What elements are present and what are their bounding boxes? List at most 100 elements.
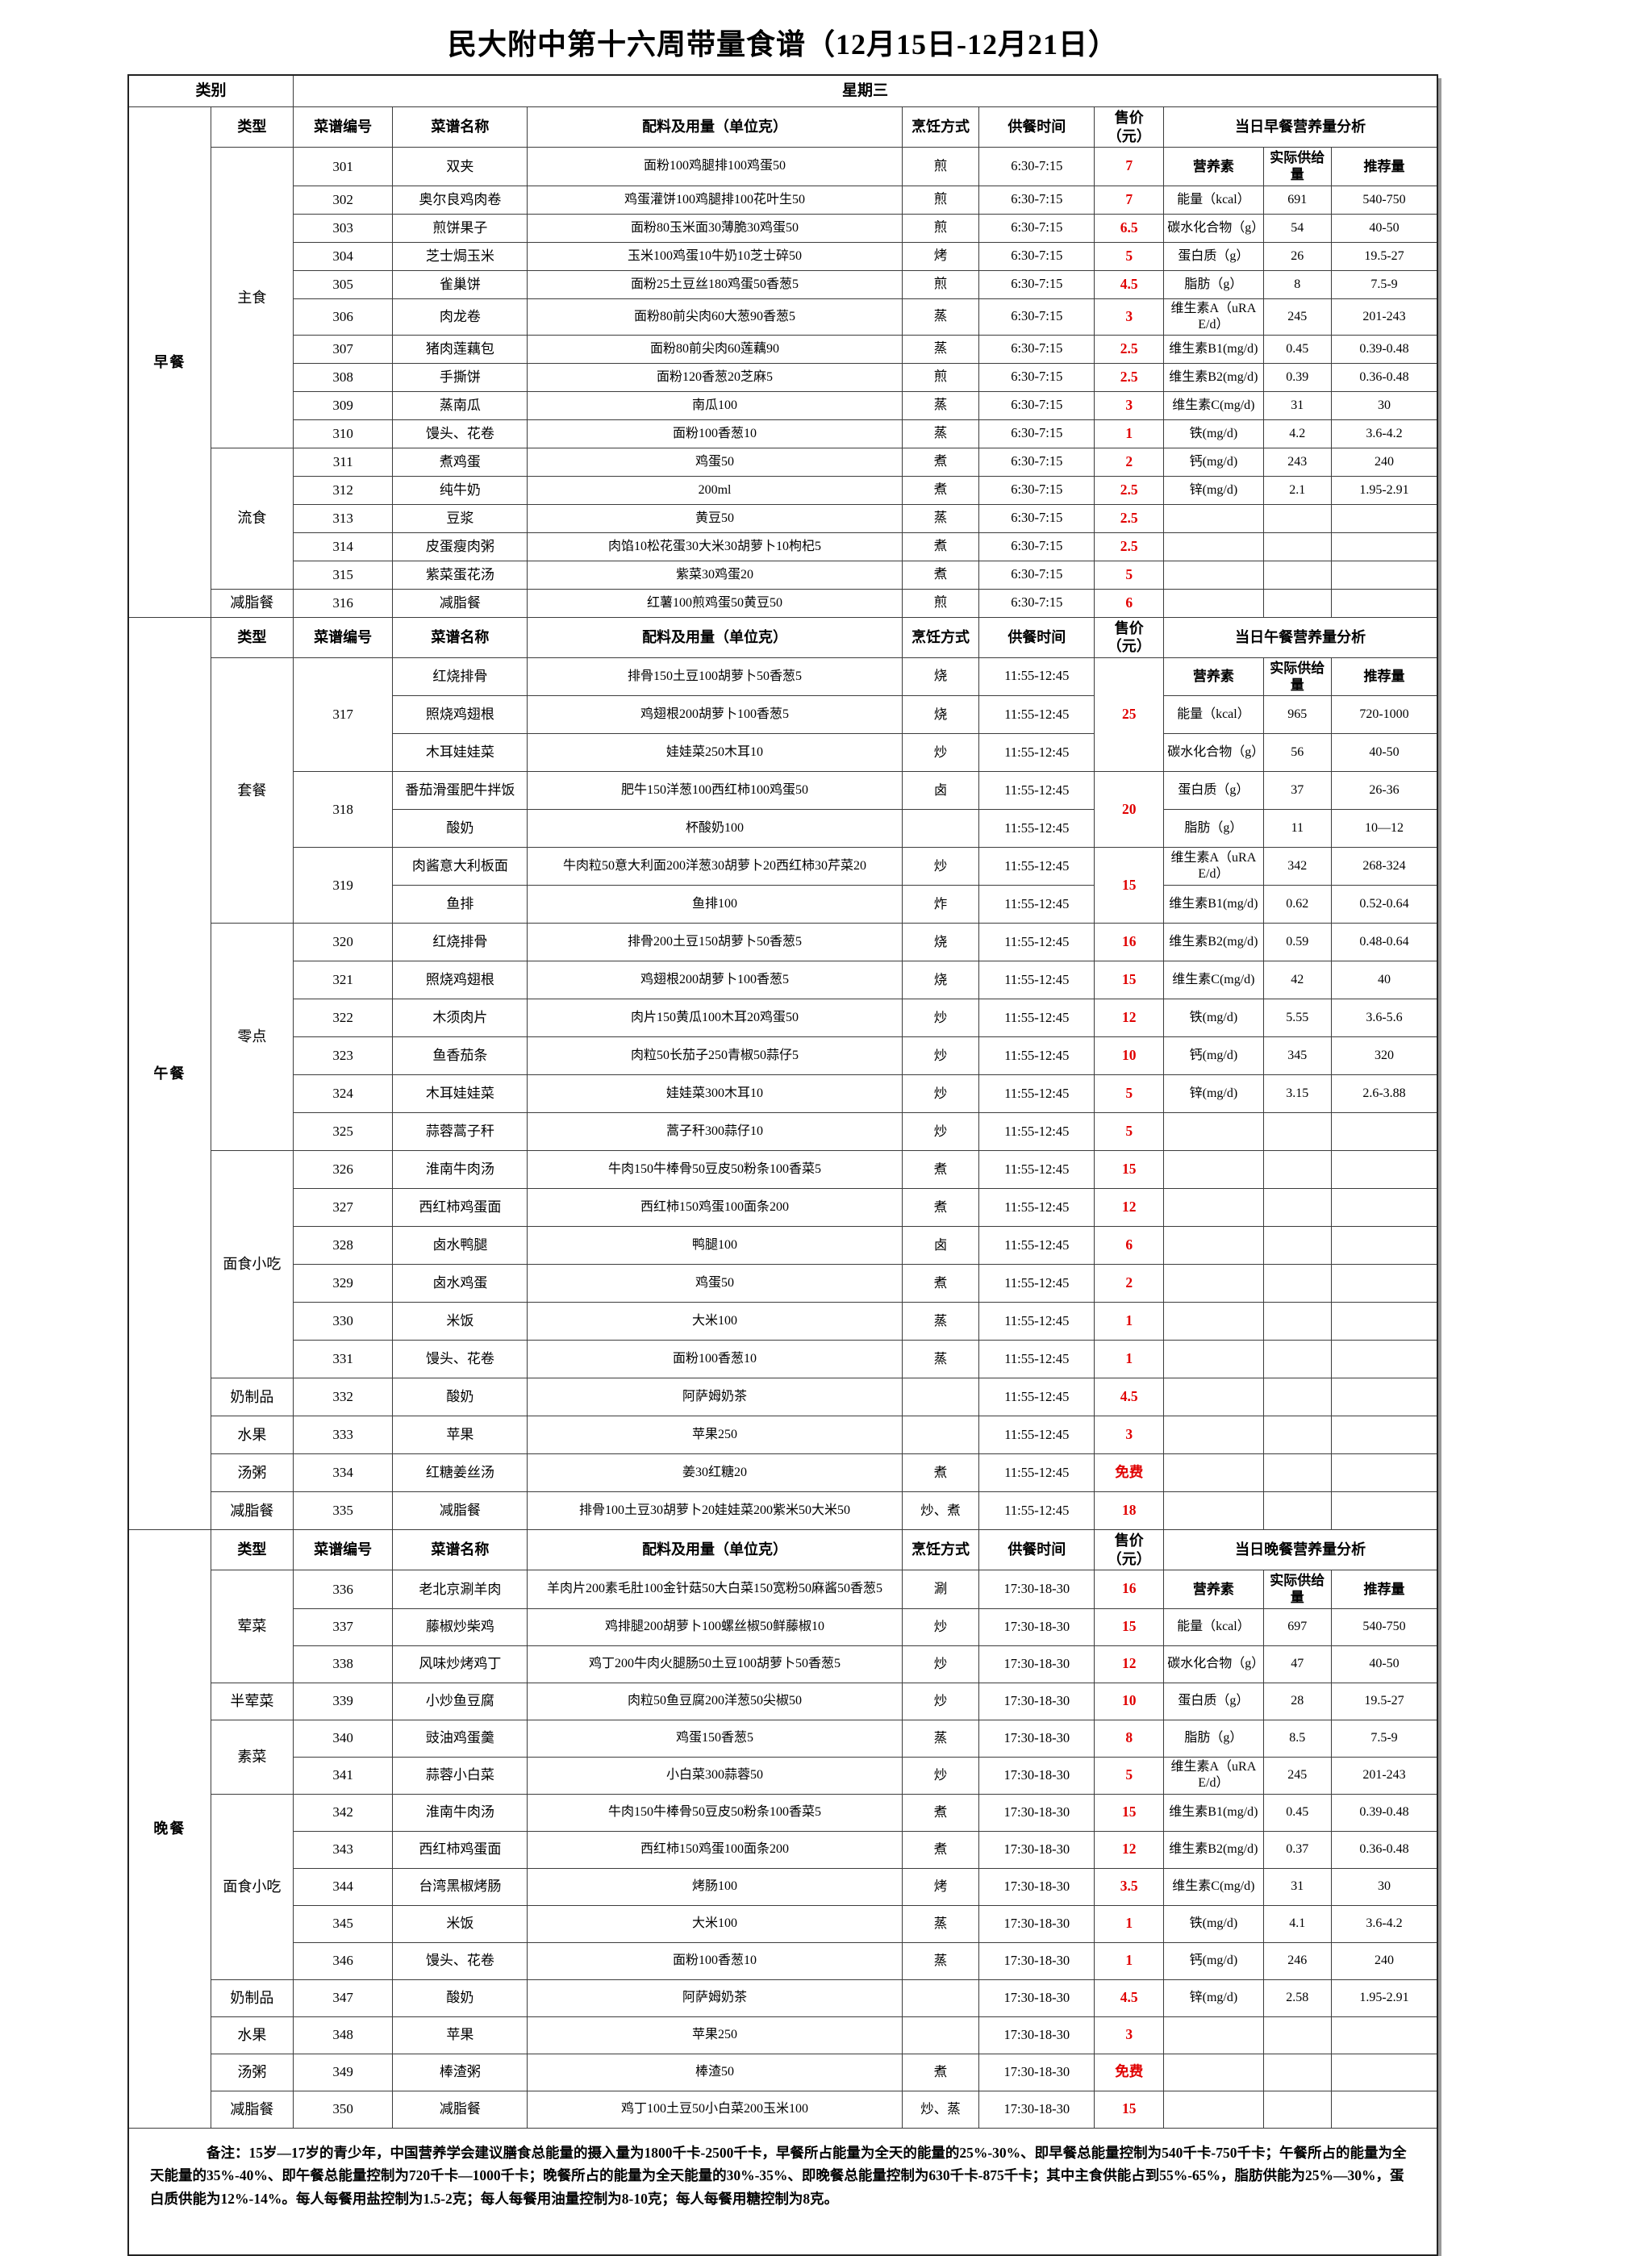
price: 2.5	[1094, 362, 1165, 392]
header-cell: 类别	[127, 74, 294, 107]
price: 5	[1094, 1074, 1165, 1113]
dish-name: 减脂餐	[392, 2090, 528, 2129]
nutrient-label: 锌(mg/d)	[1163, 1979, 1264, 2017]
dish-name: 红烧排骨	[392, 657, 528, 696]
type-label: 素菜	[210, 1719, 294, 1795]
header-cell: 当日午餐营养量分析	[1163, 616, 1438, 658]
ingredients: 牛肉150牛棒骨50豆皮50粉条100香菜5	[527, 1150, 903, 1189]
dish-number: 318	[292, 771, 394, 848]
ingredients: 面粉80前尖肉60大葱90香葱5	[527, 298, 903, 336]
price: 16	[1094, 1570, 1165, 1609]
ingredients: 羊肉片200素毛肚100金针菇50大白菜150宽粉50麻酱50香葱5	[527, 1570, 903, 1609]
dish-number: 344	[292, 1867, 394, 1906]
dish-number: 342	[292, 1793, 394, 1832]
nutrition-header: 推荐量	[1330, 1570, 1438, 1609]
nutrient-label: 维生素B1(mg/d)	[1163, 885, 1264, 924]
ingredients: 西红柿150鸡蛋100面条200	[527, 1188, 903, 1227]
nutrition-header: 推荐量	[1330, 657, 1438, 696]
price: 2.5	[1094, 532, 1165, 561]
ingredients: 面粉80玉米面30薄脆30鸡蛋50	[527, 213, 903, 243]
meal-label: 晚餐	[127, 1529, 211, 2129]
dish-name: 豆浆	[392, 503, 528, 533]
cooking-method	[901, 2016, 980, 2054]
header-cell: 烹饪方式	[901, 1529, 980, 1570]
empty-cell	[1330, 588, 1438, 618]
table-row: 328 卤水鸭腿 鸭腿100 卤 11:55-12:45 6	[128, 1226, 1438, 1265]
dish-name: 小炒鱼豆腐	[392, 1682, 528, 1720]
dish-name: 减脂餐	[392, 1491, 528, 1530]
cooking-method: 炒、蒸	[901, 2090, 980, 2129]
dish-name: 酸奶	[392, 1378, 528, 1416]
nutrient-recommended: 540-750	[1330, 1608, 1438, 1646]
dish-name: 风味炒烤鸡丁	[392, 1645, 528, 1683]
price: 3.5	[1094, 1867, 1165, 1906]
dish-number: 336	[292, 1570, 394, 1609]
dish-name: 蒜蓉小白菜	[392, 1756, 528, 1795]
serving-time: 6:30-7:15	[978, 334, 1095, 364]
cooking-method: 煎	[901, 362, 980, 392]
ingredients: 肉粒50鱼豆腐200洋葱50尖椒50	[527, 1682, 903, 1720]
table-row: 310 馒头、花卷 面粉100香葱10 蒸 6:30-7:15 1 铁(mg/d) 4.2 3.…	[128, 419, 1438, 448]
dish-number: 330	[292, 1302, 394, 1341]
nutrient-recommended: 201-243	[1330, 298, 1438, 336]
dish-number: 322	[292, 999, 394, 1037]
nutrient-label: 能量（kcal）	[1163, 185, 1264, 215]
type-label: 减脂餐	[210, 1491, 294, 1530]
cooking-method: 烧	[901, 657, 980, 696]
price: 5	[1094, 1112, 1165, 1151]
ingredients: 鸡蛋灌饼100鸡腿排100花叶生50	[527, 185, 903, 215]
price: 12	[1094, 1830, 1165, 1869]
table-row: 343 西红柿鸡蛋面 西红柿150鸡蛋100面条200 煮 17:30-18-30 12 维…	[128, 1830, 1438, 1869]
dish-number: 346	[292, 1941, 394, 1980]
nutrient-supplied: 8.5	[1262, 1719, 1332, 1758]
empty-cell	[1330, 560, 1438, 590]
table-row: 313 豆浆 黄豆50 蒸 6:30-7:15 2.5	[128, 503, 1438, 533]
ingredients: 鸡丁100土豆50小白菜200玉米100	[527, 2090, 903, 2129]
price: 2.5	[1094, 503, 1165, 533]
header-cell: 供餐时间	[978, 106, 1095, 148]
page-title: 民大附中第十六周带量食谱（12月15日-12月21日）	[448, 28, 1118, 60]
nutrient-recommended: 240	[1330, 447, 1438, 477]
empty-cell	[1163, 1416, 1264, 1454]
dish-name: 淮南牛肉汤	[392, 1150, 528, 1189]
table-row: 零点 320 红烧排骨 排骨200土豆150胡萝卜50香葱5 烧 11:55-12:45 1…	[128, 923, 1438, 1151]
menu-table: 类别 星期三 早餐 类型 菜谱编号 菜谱名称 配料及用量（单位克） 烹饪方式 供餐时间 售价（元）…	[127, 74, 1438, 2256]
dish-name: 减脂餐	[392, 588, 528, 618]
dish-name: 煎饼果子	[392, 213, 528, 243]
price: 4.5	[1094, 269, 1165, 299]
serving-time: 6:30-7:15	[978, 588, 1095, 618]
ingredients: 姜30红糖20	[527, 1453, 903, 1492]
header-cell: 当日晚餐营养量分析	[1163, 1529, 1438, 1570]
nutrient-label: 能量（kcal）	[1163, 1608, 1264, 1646]
nutrient-supplied: 47	[1262, 1645, 1332, 1683]
cooking-method: 蒸	[901, 1302, 980, 1341]
cooking-method: 蒸	[901, 1340, 980, 1378]
dish-name: 木须肉片	[392, 999, 528, 1037]
serving-time: 6:30-7:15	[978, 241, 1095, 271]
price: 6	[1094, 588, 1165, 618]
empty-cell	[1330, 1112, 1438, 1151]
cooking-method: 煮	[901, 2053, 980, 2091]
dish-number: 326	[292, 1150, 394, 1189]
table-row: 面食小吃 342 淮南牛肉汤 牛肉150牛棒骨50豆皮50粉条100香菜5 煮 17:30…	[128, 1793, 1438, 1980]
table-row: 305 雀巢饼 面粉25土豆丝180鸡蛋50香葱5 煎 6:30-7:15 4.5 脂肪（g…	[128, 269, 1438, 299]
cooking-method: 烤	[901, 1867, 980, 1906]
dish-number: 309	[292, 390, 394, 420]
dish-number: 306	[292, 298, 394, 336]
nutrient-supplied: 28	[1262, 1682, 1332, 1720]
dish-name: 淮南牛肉汤	[392, 1793, 528, 1832]
serving-time: 11:55-12:45	[978, 1491, 1095, 1530]
type-label: 奶制品	[210, 1378, 294, 1416]
table-row: 套餐 317 红烧排骨 排骨150土豆100胡萝卜50香葱5 烧 11:55-12:45 2…	[128, 657, 1438, 924]
nutrient-recommended: 240	[1330, 1941, 1438, 1980]
table-row: 午餐 类型 菜谱编号 菜谱名称 配料及用量（单位克） 烹饪方式 供餐时间 售价（元） 当日午餐营…	[127, 616, 1438, 1530]
serving-time: 17:30-18-30	[978, 2053, 1095, 2091]
nutrient-supplied: 4.2	[1262, 419, 1332, 448]
dish-number: 320	[292, 923, 394, 961]
dish-number: 315	[292, 560, 394, 590]
table-row: 338 风味炒烤鸡丁 鸡丁200牛肉火腿肠50土豆100胡萝卜50香葱5 炒 17:30…	[128, 1645, 1438, 1683]
dish-number: 348	[292, 2016, 394, 2054]
cooking-method: 煮	[901, 1150, 980, 1189]
cooking-method: 煎	[901, 588, 980, 618]
table-row: 318 番茄滑蛋肥牛拌饭 肥牛150洋葱100西红柿100鸡蛋50 卤 11:55-12…	[128, 771, 1438, 848]
